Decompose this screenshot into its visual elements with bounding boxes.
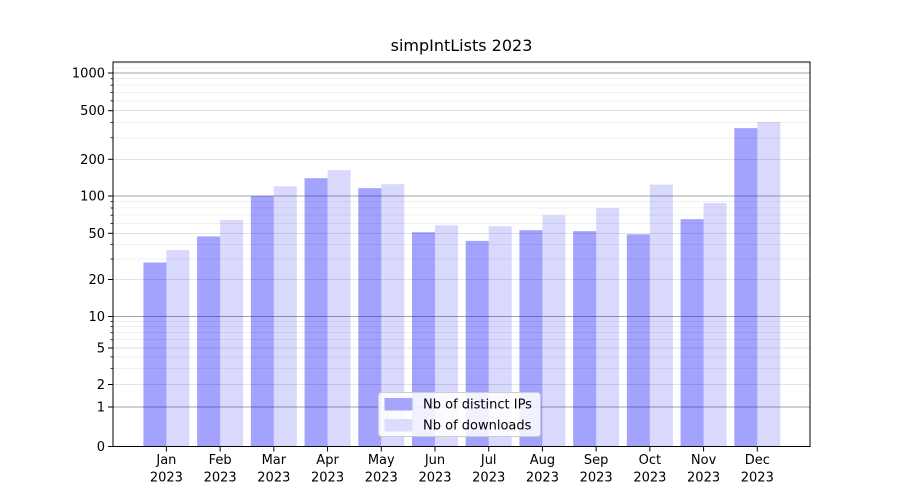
bar-dec-downloads [757, 121, 781, 447]
y-tick-label: 2 [97, 378, 105, 393]
y-axis: 0 1 2 5 10 20 50 100 200 500 1000 [72, 67, 113, 455]
y-tick-label: 5 [97, 342, 105, 357]
x-tick-label-month: Jan [155, 453, 176, 468]
bar-jan-distinct-ips [143, 262, 167, 447]
y-tick-label: 500 [80, 104, 105, 119]
x-tick-label-month: Nov [691, 453, 717, 468]
bar-mar-distinct-ips [250, 196, 274, 447]
x-tick-label-year: 2023 [687, 471, 720, 486]
x-tick-label-month: Jun [424, 453, 445, 468]
x-tick-label-year: 2023 [526, 471, 559, 486]
bar-mar-downloads [273, 186, 297, 447]
x-tick-label-month: Jul [480, 453, 497, 468]
bar-aug-downloads [542, 215, 566, 447]
bar-dec-distinct-ips [734, 128, 758, 447]
x-tick-label-year: 2023 [580, 471, 613, 486]
x-tick-label-year: 2023 [633, 471, 666, 486]
x-tick-label-month: Aug [530, 453, 555, 468]
bar-oct-distinct-ips [626, 234, 650, 447]
bar-feb-downloads [220, 220, 244, 447]
y-tick-label: 10 [88, 310, 105, 325]
x-tick-label-year: 2023 [257, 471, 290, 486]
x-tick-label-month: Feb [209, 453, 232, 468]
plot-border [112, 61, 811, 447]
bar-may-distinct-ips [358, 188, 382, 447]
bar-jul-downloads [488, 226, 512, 447]
bar-feb-distinct-ips [197, 236, 221, 447]
chart-title: simpIntLists 2023 [391, 36, 533, 55]
x-tick-label-month: Dec [745, 453, 770, 468]
y-tick-label: 100 [80, 190, 105, 205]
series-distinct-ips [143, 128, 758, 447]
x-axis: Jan 2023 Feb 2023 Mar 2023 Apr 2023 May 2023 Jun 20… [150, 446, 774, 486]
legend-label-distinct-ips: Nb of distinct IPs [423, 398, 532, 413]
x-tick-label-month: Mar [262, 453, 287, 468]
y-tick-label: 50 [88, 227, 105, 242]
bars [143, 121, 781, 447]
series-downloads [166, 121, 781, 447]
x-tick-label-year: 2023 [204, 471, 237, 486]
bar-nov-distinct-ips [680, 219, 704, 447]
bar-sep-distinct-ips [573, 231, 597, 447]
x-tick-label-month: May [368, 453, 395, 468]
legend-swatch-distinct-ips [384, 398, 413, 411]
x-tick-label-year: 2023 [472, 471, 505, 486]
x-tick-label-year: 2023 [311, 471, 344, 486]
legend-label-downloads: Nb of downloads [423, 419, 532, 434]
x-tick-label-month: Oct [639, 453, 661, 468]
legend: Nb of distinct IPs Nb of downloads [378, 392, 541, 437]
y-tick-label: 0 [97, 440, 105, 455]
x-tick-label-month: Sep [584, 453, 609, 468]
x-tick-label-month: Apr [316, 453, 339, 468]
x-tick-label-year: 2023 [741, 471, 774, 486]
x-tick-label-year: 2023 [365, 471, 398, 486]
y-tick-label: 1 [97, 401, 105, 416]
bar-nov-downloads [703, 202, 727, 447]
bar-jan-downloads [166, 249, 190, 447]
bar-may-downloads [381, 184, 405, 447]
y-tick-label: 1000 [72, 67, 105, 82]
bar-apr-downloads [327, 170, 351, 447]
bar-apr-distinct-ips [304, 178, 328, 447]
legend-swatch-downloads [384, 419, 413, 432]
gridlines [113, 62, 810, 408]
y-tick-label: 20 [88, 273, 105, 288]
bar-jun-downloads [434, 225, 458, 447]
x-tick-label-year: 2023 [150, 471, 183, 486]
x-tick-label-year: 2023 [418, 471, 451, 486]
y-tick-label: 200 [80, 153, 105, 168]
bar-oct-downloads [649, 184, 673, 447]
bar-sep-downloads [596, 208, 620, 447]
legend-box [378, 392, 541, 437]
